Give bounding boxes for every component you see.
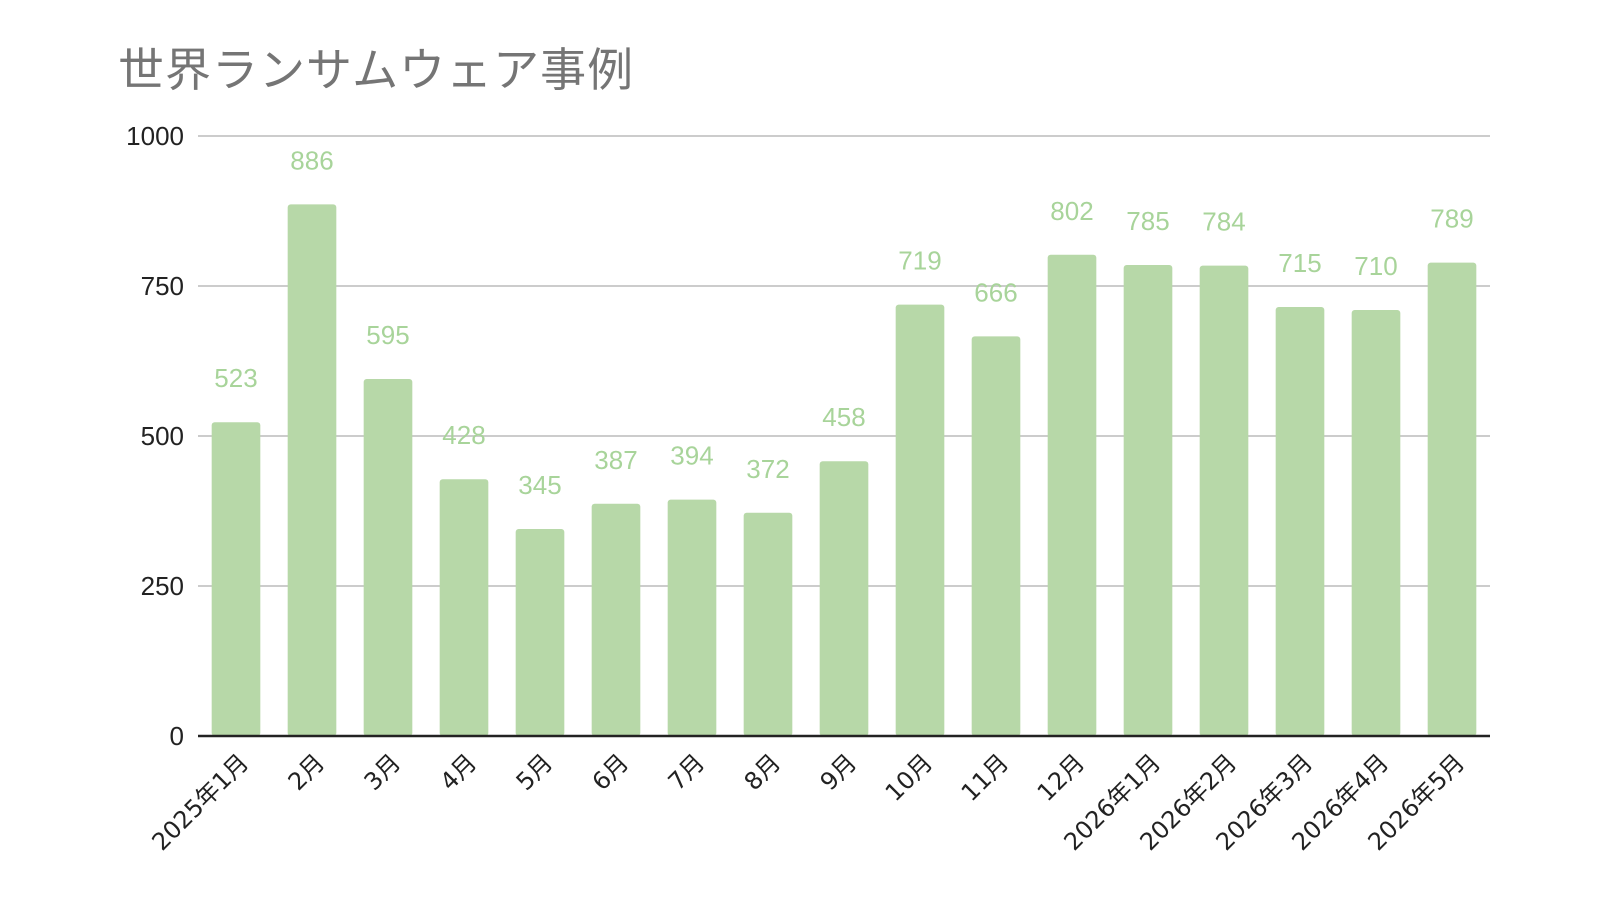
bar [743,512,793,736]
data-label: 802 [1050,196,1093,226]
data-label: 886 [290,145,333,175]
data-label: 666 [974,277,1017,307]
bar [971,336,1021,736]
bar [1047,254,1097,737]
bar [895,304,945,736]
data-label: 345 [518,470,561,500]
x-tick-label: 12月 [1032,748,1090,806]
data-label: 387 [594,445,637,475]
bar [819,461,869,736]
bar [1275,307,1325,736]
x-tick-label: 2025年1月 [147,748,255,856]
data-label: 372 [746,454,789,484]
x-tick-label: 5月 [511,748,559,796]
y-tick-label: 0 [170,721,184,751]
bar [363,379,413,736]
gridlines [198,135,1490,587]
bar [1199,265,1249,736]
bar [667,499,717,736]
x-tick-label: 4月 [435,748,483,796]
x-tick-label: 11月 [956,748,1014,806]
bars [211,204,1477,737]
data-label: 523 [214,363,257,393]
data-label: 458 [822,402,865,432]
x-tick-label: 9月 [815,748,863,796]
data-label: 719 [898,246,941,276]
y-tick-label: 250 [141,571,184,601]
x-tick-label: 8月 [739,748,787,796]
x-tick-label: 2月 [283,748,331,796]
x-tick-label: 6月 [587,748,635,796]
data-label: 710 [1354,251,1397,281]
bar [1427,262,1477,736]
bar [515,529,565,736]
data-label: 784 [1202,207,1245,237]
chart-title: 世界ランサムウェア事例 [118,43,635,97]
x-tick-label: 3月 [359,748,407,796]
y-tick-label: 500 [141,421,184,451]
x-tick-label: 10月 [880,748,938,806]
bar [591,503,641,736]
data-label: 785 [1126,206,1169,236]
y-tick-label: 750 [141,271,184,301]
data-label: 394 [670,441,713,471]
x-tick-label: 7月 [663,748,711,796]
bar [287,204,337,736]
bar [1123,265,1173,736]
bar [439,479,489,736]
bar [1351,310,1401,736]
y-tick-label: 1000 [126,121,184,151]
data-label: 715 [1278,248,1321,278]
data-label: 789 [1430,204,1473,234]
data-label: 428 [442,420,485,450]
data-labels: 523 886 595 428 345 387 394 372 458 719 666 802 785 7… [214,145,1473,500]
data-label: 595 [366,320,409,350]
bar [211,422,261,736]
